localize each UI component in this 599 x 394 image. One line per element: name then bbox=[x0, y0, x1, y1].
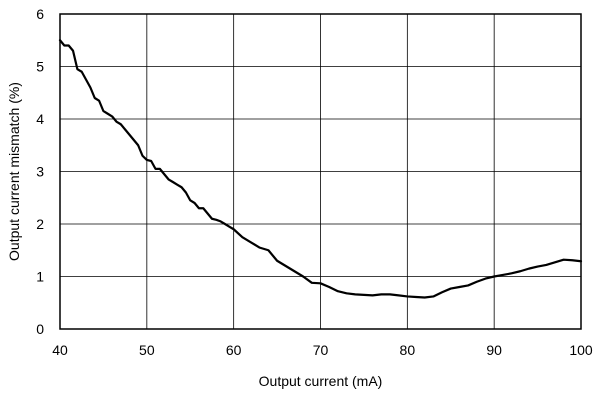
y-tick-label-4: 4 bbox=[36, 111, 44, 127]
y-tick-label-0: 0 bbox=[36, 321, 44, 337]
grid-lines bbox=[60, 14, 581, 329]
x-tick-label-50: 50 bbox=[139, 342, 155, 358]
y-axis-label: Output current mismatch (%) bbox=[6, 82, 22, 261]
x-tick-label-70: 70 bbox=[313, 342, 329, 358]
y-tick-label-6: 6 bbox=[36, 6, 44, 22]
x-tick-labels: 40 50 60 70 80 90 100 bbox=[52, 342, 593, 358]
y-tick-label-2: 2 bbox=[36, 216, 44, 232]
chart-marks bbox=[58, 39, 583, 299]
x-tick-label-80: 80 bbox=[400, 342, 416, 358]
y-tick-labels: 0 1 2 3 4 5 6 bbox=[36, 6, 44, 337]
y-tick-label-5: 5 bbox=[36, 59, 44, 75]
x-tick-label-90: 90 bbox=[486, 342, 502, 358]
y-tick-label-3: 3 bbox=[36, 164, 44, 180]
x-tick-label-60: 60 bbox=[226, 342, 242, 358]
x-tick-label-100: 100 bbox=[569, 342, 593, 358]
x-axis-label: Output current (mA) bbox=[259, 373, 383, 389]
x-tick-label-40: 40 bbox=[52, 342, 68, 358]
series-line-0 bbox=[58, 39, 583, 299]
y-tick-label-1: 1 bbox=[36, 269, 44, 285]
plot-frame bbox=[59, 13, 582, 330]
